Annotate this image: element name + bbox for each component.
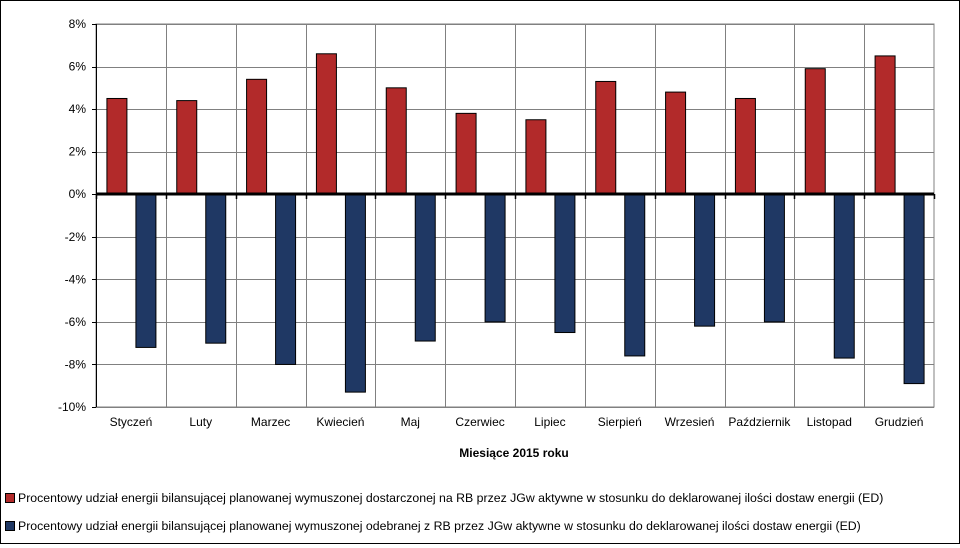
- bar-received-3: [275, 193, 297, 365]
- bar-received-10: [763, 193, 785, 323]
- legend-label-series-2: Procentowy udział energii bilansującej p…: [18, 519, 861, 533]
- y-tick-label: 6%: [69, 60, 87, 74]
- x-tick-label: Czerwiec: [455, 415, 504, 429]
- y-tick-label: 2%: [69, 145, 87, 159]
- legend-swatch-navy: [5, 521, 15, 531]
- y-tick-label: 0%: [69, 187, 87, 201]
- x-tick-label: Luty: [189, 415, 212, 429]
- x-tick-label: Marzec: [251, 415, 290, 429]
- x-tick-label: Październik: [728, 415, 791, 429]
- y-tick-label: 8%: [69, 17, 87, 31]
- bar-received-9: [694, 193, 716, 327]
- bar-delivered-9: [665, 91, 687, 195]
- bar-received-8: [624, 193, 646, 357]
- x-tick-label: Grudzień: [875, 415, 924, 429]
- legend-item-series-2: Procentowy udział energii bilansującej p…: [5, 519, 861, 533]
- bar-delivered-4: [315, 53, 337, 195]
- y-tick-label: -10%: [58, 400, 86, 414]
- y-tick-label: -4%: [65, 272, 87, 286]
- legend-item-series-1: Procentowy udział energii bilansującej p…: [5, 491, 883, 505]
- bar-received-4: [344, 193, 366, 393]
- bar-delivered-10: [734, 97, 756, 195]
- y-tick-label: -8%: [65, 357, 87, 371]
- bar-delivered-7: [525, 119, 547, 195]
- bar-delivered-2: [176, 100, 198, 195]
- bar-received-2: [205, 193, 227, 344]
- bar-received-1: [135, 193, 157, 348]
- bar-received-5: [414, 193, 436, 342]
- x-tick-label: Kwiecień: [316, 415, 364, 429]
- bar-received-7: [554, 193, 576, 334]
- bar-received-12: [903, 193, 925, 385]
- x-tick-label: Sierpień: [598, 415, 642, 429]
- bar-delivered-8: [595, 80, 617, 195]
- y-tick-label: -6%: [65, 315, 87, 329]
- bar-delivered-11: [804, 68, 826, 195]
- legend-label-series-1: Procentowy udział energii bilansującej p…: [18, 491, 884, 505]
- bar-delivered-6: [455, 112, 477, 195]
- bar-delivered-5: [385, 87, 407, 195]
- y-tick-label: 4%: [69, 102, 87, 116]
- x-tick-label: Maj: [401, 415, 420, 429]
- bar-delivered-12: [874, 55, 896, 195]
- y-tick-label: -2%: [65, 230, 87, 244]
- bar-delivered-1: [106, 97, 128, 195]
- bar-received-11: [833, 193, 855, 359]
- bar-delivered-3: [246, 78, 268, 195]
- x-tick-label: Listopad: [807, 415, 852, 429]
- x-tick-label: Lipiec: [534, 415, 565, 429]
- x-axis-title: Miesiące 2015 roku: [459, 446, 568, 460]
- x-tick-label: Styczeń: [110, 415, 153, 429]
- bar-received-6: [484, 193, 506, 323]
- x-tick-label: Wrzesień: [665, 415, 715, 429]
- legend-swatch-red: [5, 493, 15, 503]
